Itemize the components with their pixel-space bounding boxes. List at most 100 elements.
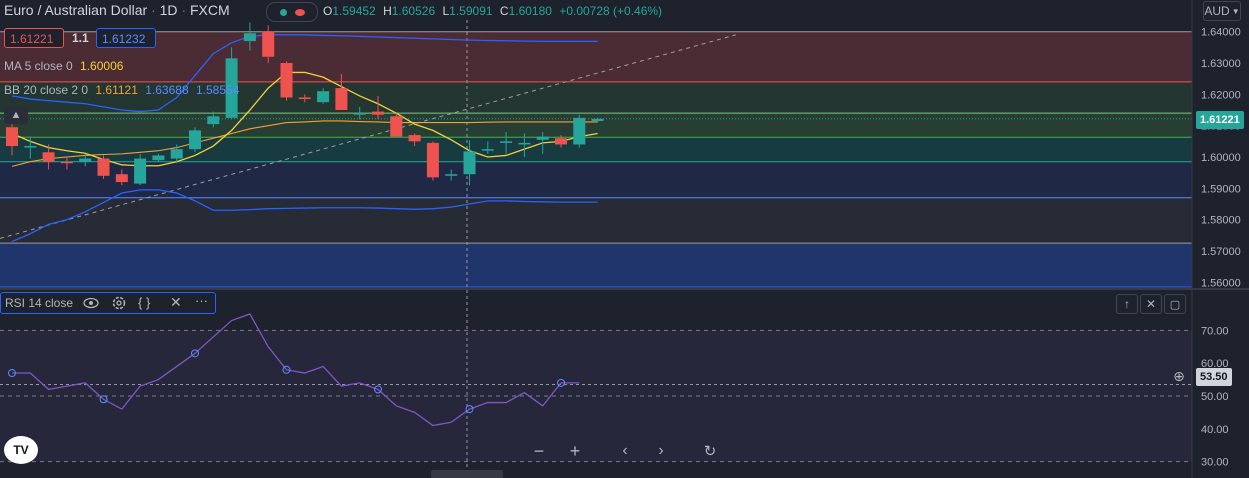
candle-body[interactable]	[262, 31, 275, 57]
currency-label: AUD	[1204, 4, 1230, 18]
price-axis-tick: 1.59000	[1201, 183, 1241, 195]
chevron-down-icon: ▼	[1231, 6, 1240, 16]
candle-body[interactable]	[243, 33, 256, 42]
candle-body[interactable]	[207, 116, 220, 125]
rsi-axis-tick: 40.00	[1201, 424, 1229, 436]
open-label: O	[323, 4, 333, 18]
market-open-dot-icon	[279, 8, 287, 16]
zoom-in-button[interactable]: +	[566, 441, 584, 461]
rsi-axis-tick: 30.00	[1201, 457, 1229, 469]
candle-body[interactable]	[500, 141, 513, 143]
price-axis-tick: 1.63000	[1201, 58, 1241, 70]
market-status-toggle[interactable]	[266, 2, 318, 22]
sell-button[interactable]: 1.61221	[4, 28, 64, 48]
candle-body[interactable]	[518, 142, 531, 145]
gear-icon[interactable]	[111, 295, 127, 311]
currency-selector[interactable]: AUD ▼	[1203, 1, 1241, 21]
buy-button[interactable]: 1.61232	[96, 28, 156, 48]
candle-body[interactable]	[6, 127, 18, 147]
close-value: 1.60180	[508, 4, 552, 18]
ma-value: 1.60006	[80, 59, 124, 73]
rsi-pane[interactable]: 70.00 60.00 50.00 40.00 30.00	[0, 313, 1229, 469]
fib-zone	[0, 243, 1192, 287]
candle-body[interactable]	[42, 152, 55, 162]
candle-body[interactable]	[353, 113, 366, 115]
candle-body[interactable]	[408, 135, 421, 142]
zoom-out-button[interactable]: −	[530, 440, 548, 461]
more-icon[interactable]: ···	[195, 293, 208, 308]
rsi-point-marker	[374, 385, 382, 394]
close-pane-button[interactable]: ✕	[1140, 294, 1162, 314]
candle-body[interactable]	[536, 136, 549, 140]
price-axis-tick: 1.56000	[1201, 277, 1241, 289]
candle-body[interactable]	[189, 130, 201, 150]
ma-legend[interactable]: MA 5 close 0 1.60006	[4, 59, 123, 73]
eye-icon[interactable]	[82, 296, 100, 310]
rsi-axis-tick: 50.00	[1201, 391, 1229, 403]
candle-body[interactable]	[60, 161, 73, 164]
symbol-header[interactable]: Euro / Australian Dollar · 1D · FXCM	[4, 2, 230, 18]
price-axis-tick: 1.62000	[1201, 89, 1241, 101]
bb-legend[interactable]: BB 20 close 2 0 1.61121 1.63688 1.58554	[4, 83, 239, 97]
candle-body[interactable]	[335, 88, 348, 111]
braces-icon[interactable]: { }	[138, 295, 151, 310]
symbol-interval: 1D	[159, 2, 178, 18]
low-value: 1.59091	[449, 4, 493, 18]
scroll-left-button[interactable]: ‹	[616, 442, 634, 460]
title-separator: ·	[181, 2, 190, 18]
minus-icon: −	[533, 440, 545, 461]
rsi-axis-tick: 70.00	[1201, 325, 1229, 337]
bb-label: BB 20 close 2 0	[4, 83, 89, 97]
bb-basis-value: 1.61121	[95, 83, 138, 97]
wave-icon	[294, 8, 305, 16]
candle-body[interactable]	[426, 142, 439, 178]
candle-body[interactable]	[481, 149, 494, 151]
symbol-source: FXCM	[190, 2, 230, 18]
move-pane-up-button[interactable]: ↑	[1116, 294, 1138, 314]
price-axis-tick: 1.57000	[1201, 246, 1241, 258]
candle-body[interactable]	[317, 91, 330, 103]
reset-chart-button[interactable]: ↻	[701, 442, 719, 460]
candle-body[interactable]	[463, 151, 476, 175]
symbol-title: Euro / Australian Dollar	[4, 2, 148, 18]
rsi-point-marker	[465, 405, 474, 414]
close-icon[interactable]: ✕	[170, 294, 182, 310]
rsi-legend[interactable]: RSI 14 close { } ✕ ···	[0, 292, 216, 314]
open-value: 1.59452	[332, 4, 376, 18]
candle-body[interactable]	[170, 149, 183, 159]
current-price-label: 1.61221	[1196, 111, 1244, 129]
candle-body[interactable]	[591, 118, 604, 121]
price-axis-tick: 1.58000	[1201, 215, 1241, 227]
bb-lower-line	[11, 189, 598, 243]
ma-line	[11, 71, 598, 167]
fib-zone	[0, 31, 1192, 82]
collapse-legend-button[interactable]: ▲	[4, 106, 28, 124]
candle-body[interactable]	[97, 158, 110, 176]
rsi-point-marker	[99, 395, 108, 404]
candle-body[interactable]	[372, 111, 384, 115]
candle-body[interactable]	[555, 138, 567, 145]
chevron-left-icon: ‹	[622, 442, 628, 459]
candle-body[interactable]	[573, 117, 586, 145]
candle-body[interactable]	[225, 58, 238, 118]
candle-body[interactable]	[152, 155, 165, 161]
high-value: 1.60526	[391, 4, 436, 18]
candle-body[interactable]	[390, 116, 403, 137]
tradingview-logo[interactable]: TV	[4, 436, 38, 464]
candle-body[interactable]	[280, 63, 293, 98]
candle-body[interactable]	[115, 174, 128, 183]
scroll-right-button[interactable]: ›	[652, 442, 670, 460]
candle-body[interactable]	[134, 158, 147, 184]
candle-body[interactable]	[445, 174, 458, 176]
candle-body[interactable]	[79, 158, 92, 162]
candle-body[interactable]	[298, 97, 311, 100]
candle-body[interactable]	[24, 146, 37, 148]
fib-zone	[0, 161, 1192, 198]
maximize-pane-button[interactable]: ▢	[1164, 294, 1186, 314]
plus-circle-icon[interactable]: ⊕	[1173, 367, 1185, 384]
horizontal-scrollbar[interactable]	[431, 470, 503, 478]
rsi-value-label: 53.50	[1196, 368, 1232, 386]
